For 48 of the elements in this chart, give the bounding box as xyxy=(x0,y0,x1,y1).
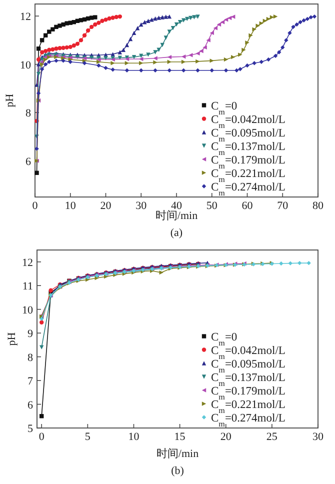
y-tick-label: 8 xyxy=(26,108,32,120)
y-tick-label: 10 xyxy=(20,59,32,72)
legend-label: C$_{m}$=0 xyxy=(211,100,238,116)
y-tick-label: 5 xyxy=(28,423,34,435)
x-tick-label: 20 xyxy=(220,431,232,443)
legend-label: C$_{m}$=0.042mol/L xyxy=(211,114,286,130)
y-axis-title: pH xyxy=(4,94,16,108)
legend-label: C$_{m}$=0.179mol/L xyxy=(211,154,286,170)
y-tick-label: 11 xyxy=(22,280,33,293)
x-tick-label: 0 xyxy=(32,200,38,212)
legend-label: C$_{m}$=0.137mol/L xyxy=(211,372,286,388)
x-tick-label: 60 xyxy=(242,200,254,212)
x-axis-title: 时间/min xyxy=(155,209,198,222)
x-tick-label: 20 xyxy=(100,200,112,212)
x-axis-title: 时间/min xyxy=(156,447,200,460)
text: (b) xyxy=(171,465,184,477)
text: (a) xyxy=(170,227,183,239)
y-tick-label: 6 xyxy=(26,156,32,168)
legend-label: C$_{m}$=0 xyxy=(211,331,238,347)
legend-label: C$_{m}$=0.042mol/L xyxy=(211,344,286,360)
legend-label: C$_{m}$=0.095mol/L xyxy=(211,127,286,143)
legend-label: C$_{m}$=0.179mol/L xyxy=(211,385,286,401)
y-tick-label: 6 xyxy=(28,399,34,412)
legend-label: C$_{m}$=0.274mol/L xyxy=(211,181,286,197)
y-tick-label: 10 xyxy=(22,304,34,316)
y-tick-label: 8 xyxy=(28,352,34,364)
y-tick-label: 7 xyxy=(28,376,34,388)
x-tick-label: 30 xyxy=(136,200,148,212)
x-tick-label: 25 xyxy=(266,431,278,443)
y-axis-title: pH xyxy=(6,332,18,346)
x-tick-label: 80 xyxy=(312,200,324,212)
legend-label: C$_{m}$=0.221mol/L xyxy=(211,398,286,414)
y-tick-label: 12 xyxy=(22,256,33,269)
y-tick-label: 12 xyxy=(20,11,31,24)
x-tick-label: 10 xyxy=(128,431,140,443)
x-tick-label: 40 xyxy=(171,200,182,212)
legend-label: C$_{m}$=0.274mol/L xyxy=(211,412,286,428)
legend-label: C$_{m}$=0.137mol/L xyxy=(211,140,286,156)
x-tick-label: 15 xyxy=(174,431,186,443)
legend-label: C$_{m}$=0.095mol/L xyxy=(211,358,286,374)
x-tick-label: 30 xyxy=(312,431,324,443)
x-tick-label: 0 xyxy=(38,431,45,443)
x-tick-label: 70 xyxy=(277,200,289,212)
y-tick-label: 9 xyxy=(28,328,34,340)
x-tick-label: 50 xyxy=(206,200,218,212)
x-tick-label: 10 xyxy=(64,200,76,212)
x-tick-label: 5 xyxy=(84,431,91,443)
legend-label: C$_{m}$=0.221mol/L xyxy=(211,168,286,184)
